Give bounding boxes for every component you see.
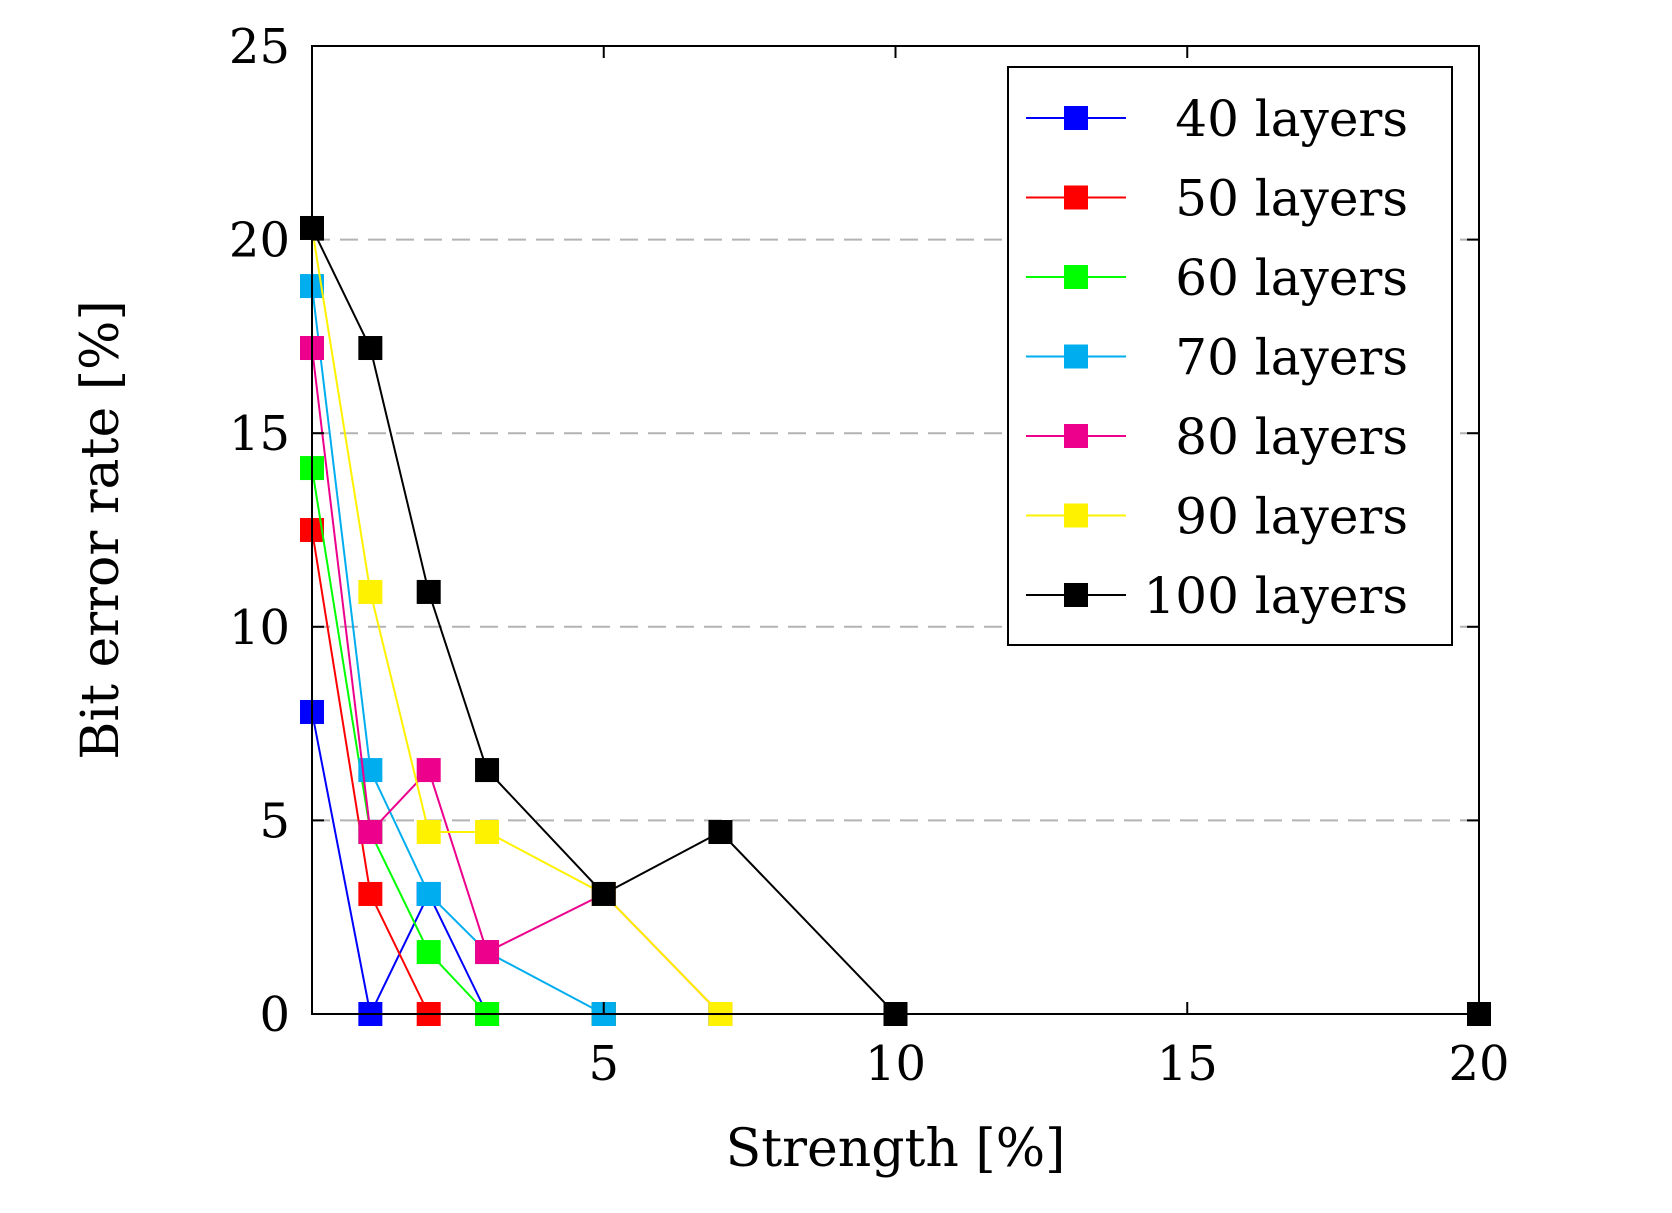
legend-entry: 70 layers bbox=[1026, 329, 1408, 387]
x-axis-title: Strength [%] bbox=[726, 1119, 1066, 1179]
data-point bbox=[358, 579, 383, 604]
data-point bbox=[475, 820, 500, 845]
x-tick-label: 20 bbox=[1448, 1036, 1509, 1092]
y-tick-label: 20 bbox=[229, 213, 290, 269]
legend-marker bbox=[1064, 344, 1088, 369]
legend-entry: 100 layers bbox=[1026, 567, 1408, 625]
y-tick-label: 0 bbox=[259, 987, 290, 1043]
legend-entry: 60 layers bbox=[1026, 249, 1408, 307]
x-tick-label: 15 bbox=[1157, 1036, 1218, 1092]
series-line bbox=[311, 227, 1479, 1015]
legend-entry: 40 layers bbox=[1026, 90, 1408, 148]
data-point bbox=[416, 881, 441, 906]
legend: 40 layers 50 layers 60 layers 70 layers 80 l… bbox=[1007, 66, 1453, 646]
x-tick-label: 5 bbox=[588, 1036, 619, 1092]
y-axis-title: Bit error rate [%] bbox=[71, 300, 131, 760]
data-point bbox=[416, 820, 441, 845]
legend-label: 50 layers bbox=[1175, 170, 1408, 228]
y-tick-label: 5 bbox=[259, 793, 290, 849]
legend-label: 60 layers bbox=[1175, 249, 1408, 307]
legend-label: 100 layers bbox=[1143, 567, 1408, 625]
legend-label: 90 layers bbox=[1175, 488, 1408, 546]
legend-entry: 90 layers bbox=[1026, 488, 1408, 546]
data-point bbox=[358, 336, 383, 361]
data-point bbox=[416, 758, 441, 783]
legend-entry: 50 layers bbox=[1026, 170, 1408, 228]
legend-marker bbox=[1064, 185, 1088, 210]
data-point bbox=[416, 940, 441, 965]
series-1 bbox=[300, 699, 1491, 1026]
data-point bbox=[475, 940, 500, 965]
data-point bbox=[475, 758, 500, 783]
legend-label: 70 layers bbox=[1175, 329, 1408, 387]
y-tick-label: 10 bbox=[229, 600, 290, 656]
legend-label: 40 layers bbox=[1175, 90, 1408, 148]
axis-ticks: 0 5 10 15 20 25 5 10 15 20 bbox=[229, 19, 1510, 1092]
legend-entry: 80 layers bbox=[1026, 408, 1408, 466]
data-point bbox=[708, 820, 733, 845]
y-tick-label: 15 bbox=[229, 406, 290, 462]
legend-marker bbox=[1064, 424, 1088, 448]
y-tick-label: 25 bbox=[229, 19, 290, 75]
legend-marker bbox=[1064, 265, 1088, 289]
legend-marker bbox=[1064, 106, 1088, 130]
legend-marker bbox=[1064, 583, 1088, 607]
data-point bbox=[358, 881, 383, 906]
data-point bbox=[358, 820, 383, 845]
data-point bbox=[416, 579, 441, 604]
series-line bbox=[311, 711, 1479, 1015]
data-point bbox=[591, 881, 616, 906]
legend-label: 80 layers bbox=[1175, 408, 1408, 466]
legend-marker bbox=[1064, 503, 1088, 528]
x-tick-label: 10 bbox=[865, 1036, 926, 1092]
